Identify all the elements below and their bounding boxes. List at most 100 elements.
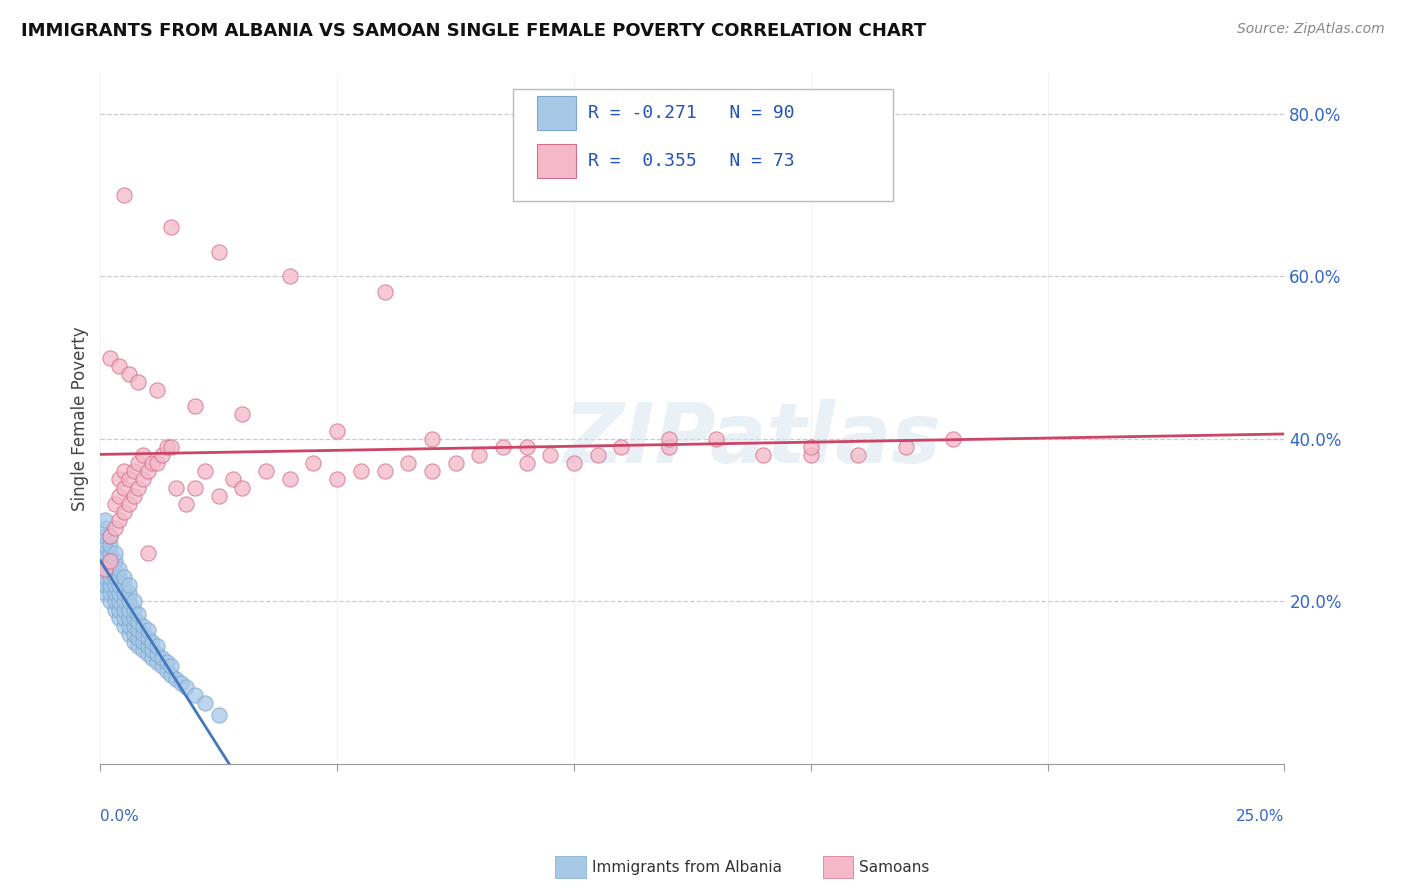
Point [396, 456, 419, 470]
Point [98, 594, 121, 608]
Point [132, 635, 155, 649]
Point [94, 521, 117, 535]
Point [562, 456, 585, 470]
Point [89, 554, 111, 568]
Point [108, 513, 131, 527]
Point [98, 578, 121, 592]
Point [94, 537, 117, 551]
Point [156, 440, 179, 454]
Point [118, 497, 141, 511]
Point [184, 481, 207, 495]
Point [326, 424, 349, 438]
Point [108, 578, 131, 592]
Point [118, 578, 141, 592]
Point [118, 619, 141, 633]
Point [112, 619, 135, 633]
Point [108, 473, 131, 487]
Point [146, 456, 169, 470]
Point [103, 497, 125, 511]
Text: R = -0.271   N = 90: R = -0.271 N = 90 [588, 104, 794, 122]
Point [98, 554, 121, 568]
Text: 25.0%: 25.0% [1236, 809, 1285, 823]
Point [208, 708, 231, 723]
Point [122, 619, 145, 633]
Point [103, 594, 125, 608]
Point [108, 562, 131, 576]
Point [141, 456, 163, 470]
Point [98, 570, 121, 584]
Point [122, 602, 145, 616]
Point [89, 562, 111, 576]
Point [150, 448, 173, 462]
Point [94, 586, 117, 600]
Point [302, 456, 325, 470]
Point [127, 639, 149, 653]
Point [538, 448, 561, 462]
Point [94, 570, 117, 584]
Point [373, 464, 395, 478]
Point [146, 383, 169, 397]
Point [132, 448, 155, 462]
Point [222, 473, 245, 487]
Point [586, 448, 609, 462]
Point [122, 594, 145, 608]
Text: Source: ZipAtlas.com: Source: ZipAtlas.com [1237, 22, 1385, 37]
Point [752, 448, 775, 462]
Point [184, 400, 207, 414]
Point [112, 570, 135, 584]
Point [136, 639, 159, 653]
Point [160, 667, 183, 681]
Point [94, 554, 117, 568]
Point [132, 627, 155, 641]
Point [108, 594, 131, 608]
Point [89, 546, 111, 560]
Point [146, 656, 169, 670]
Text: IMMIGRANTS FROM ALBANIA VS SAMOAN SINGLE FEMALE POVERTY CORRELATION CHART: IMMIGRANTS FROM ALBANIA VS SAMOAN SINGLE… [21, 22, 927, 40]
Point [108, 489, 131, 503]
Point [127, 456, 149, 470]
Point [160, 440, 183, 454]
Text: Samoans: Samoans [859, 860, 929, 874]
Point [98, 529, 121, 543]
Point [141, 651, 163, 665]
Point [112, 594, 135, 608]
Point [150, 659, 173, 673]
Point [89, 578, 111, 592]
Point [156, 664, 179, 678]
Point [89, 537, 111, 551]
Point [136, 623, 159, 637]
Point [165, 481, 187, 495]
Point [103, 554, 125, 568]
Point [132, 619, 155, 633]
Point [94, 529, 117, 543]
Point [800, 440, 823, 454]
Point [132, 643, 155, 657]
Point [108, 570, 131, 584]
Point [94, 562, 117, 576]
Text: Immigrants from Albania: Immigrants from Albania [592, 860, 782, 874]
Point [231, 408, 253, 422]
Point [516, 440, 538, 454]
Point [146, 639, 169, 653]
Point [127, 481, 149, 495]
Point [492, 440, 515, 454]
Point [108, 602, 131, 616]
Point [94, 546, 117, 560]
Point [278, 473, 301, 487]
Point [420, 464, 443, 478]
Point [254, 464, 277, 478]
Point [112, 481, 135, 495]
Text: 0.0%: 0.0% [100, 809, 139, 823]
Point [103, 521, 125, 535]
Point [103, 562, 125, 576]
Point [98, 351, 121, 365]
Point [136, 464, 159, 478]
Point [420, 432, 443, 446]
Point [112, 188, 135, 202]
Point [94, 513, 117, 527]
Point [326, 473, 349, 487]
Point [150, 651, 173, 665]
Point [103, 570, 125, 584]
Point [373, 285, 395, 300]
Point [122, 635, 145, 649]
